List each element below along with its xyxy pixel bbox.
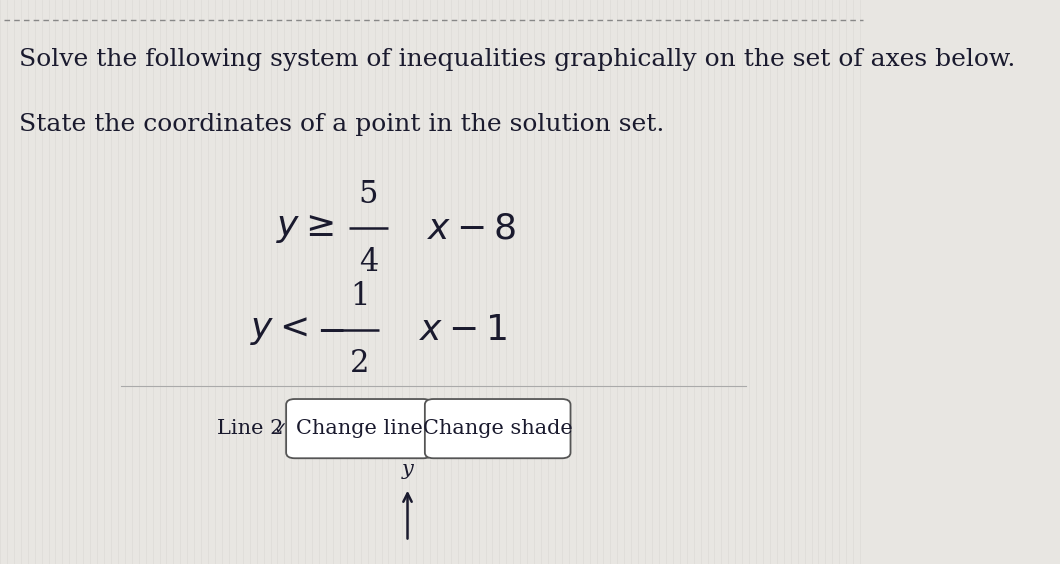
Text: State the coordinates of a point in the solution set.: State the coordinates of a point in the … — [19, 113, 665, 136]
Text: Solve the following system of inequalities graphically on the set of axes below.: Solve the following system of inequaliti… — [19, 48, 1015, 71]
Text: y: y — [402, 460, 413, 479]
Text: $x-1$: $x-1$ — [419, 313, 507, 347]
Text: 1: 1 — [350, 281, 370, 311]
Text: Change line: Change line — [296, 419, 422, 438]
Text: $x-8$: $x-8$ — [427, 212, 516, 245]
Text: $-$: $-$ — [317, 313, 344, 347]
Text: Line 2: Line 2 — [216, 419, 283, 438]
FancyBboxPatch shape — [286, 399, 431, 458]
Text: 5: 5 — [358, 179, 378, 210]
Text: Change shade: Change shade — [423, 419, 572, 438]
Text: 2: 2 — [350, 349, 370, 379]
Text: $y <$: $y <$ — [250, 313, 307, 347]
Text: ✓: ✓ — [273, 420, 287, 438]
Text: 4: 4 — [359, 247, 378, 277]
Text: $y \geq$: $y \geq$ — [276, 212, 334, 245]
FancyBboxPatch shape — [425, 399, 570, 458]
